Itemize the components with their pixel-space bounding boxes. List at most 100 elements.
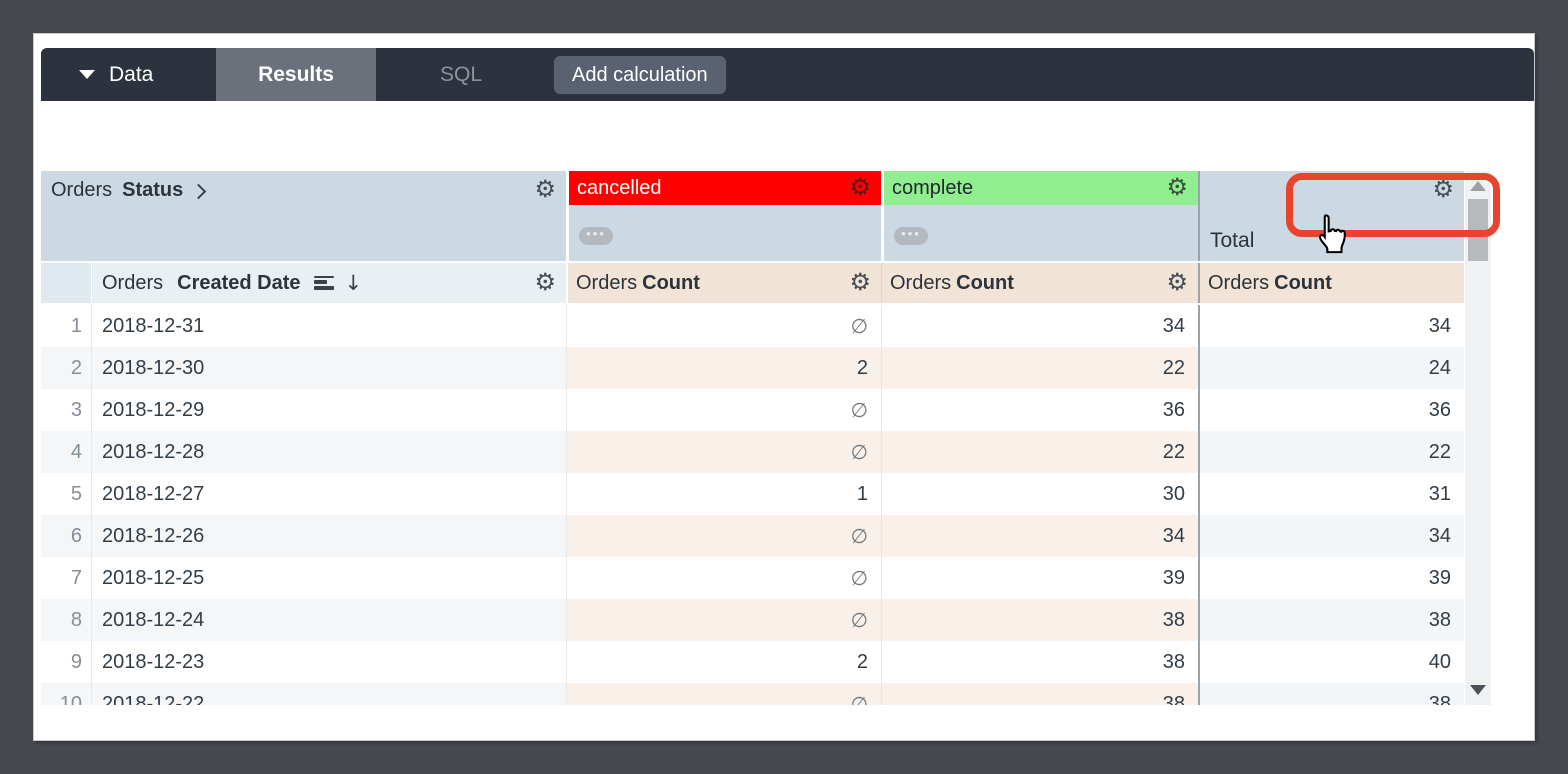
total-count-cell[interactable]: 38	[1198, 683, 1464, 705]
row-number: 4	[41, 431, 91, 473]
total-count-cell[interactable]: 36	[1198, 389, 1464, 431]
date-cell[interactable]: 2018-12-27	[91, 473, 566, 515]
row-number: 1	[70, 314, 82, 337]
complete-count-cell[interactable]: 38	[881, 641, 1198, 683]
scroll-down-icon[interactable]	[1470, 685, 1486, 695]
total-label: Total	[1210, 229, 1255, 252]
pivot-total-header: ⚙ Total	[1198, 171, 1464, 261]
gear-icon[interactable]: ⚙	[849, 268, 871, 296]
measure-header-cancelled[interactable]: Orders Count ⚙	[566, 263, 881, 303]
date-cell[interactable]: 2018-12-26	[91, 515, 566, 557]
pivot-value-cancelled: cancelled ⚙ •••	[566, 171, 881, 261]
table-row: 7 2018-12-25 ∅ 39 39	[41, 557, 1464, 599]
gear-icon[interactable]: ⚙	[849, 173, 871, 201]
date-cell[interactable]: 2018-12-31	[91, 305, 566, 347]
column-field-name: Count	[956, 271, 1014, 294]
date-cell[interactable]: 2018-12-22	[91, 683, 566, 705]
date-cell[interactable]: 2018-12-25	[91, 557, 566, 599]
total-count-cell[interactable]: 31	[1198, 473, 1464, 515]
complete-count-cell[interactable]: 39	[881, 557, 1198, 599]
gear-icon[interactable]: ⚙	[1166, 173, 1188, 201]
complete-count-cell[interactable]: 36	[881, 389, 1198, 431]
gear-icon[interactable]: ⚙	[534, 175, 556, 203]
data-section-toggle[interactable]: Data	[41, 48, 216, 101]
complete-count-cell[interactable]: 38	[881, 683, 1198, 705]
table-row: 5 2018-12-27 1 30 31	[41, 473, 1464, 515]
data-tab-label: Data	[109, 62, 154, 86]
cancelled-count-cell[interactable]: 1	[566, 473, 881, 515]
date-cell[interactable]: 2018-12-30	[91, 347, 566, 389]
cancelled-count-cell[interactable]: ∅	[566, 305, 881, 347]
complete-count-cell[interactable]: 34	[881, 305, 1198, 347]
row-number: 10	[41, 683, 91, 705]
total-count-cell[interactable]: 34	[1198, 305, 1464, 347]
cancelled-count-cell[interactable]: ∅	[566, 557, 881, 599]
results-panel: Data Results SQL Add calculation Row Lim…	[33, 33, 1535, 741]
results-tab-label: Results	[258, 62, 334, 86]
date-cell[interactable]: 2018-12-24	[91, 599, 566, 641]
pivot-value-bar-complete[interactable]: complete ⚙	[884, 171, 1198, 205]
results-table: Orders Status ⚙ cancelled ⚙ ••• complete	[41, 171, 1464, 705]
column-view-name: Orders	[1208, 271, 1270, 294]
table-row: 1 2018-12-31 ∅ 34 34	[41, 305, 1464, 347]
date-cell[interactable]: 2018-12-23	[91, 641, 566, 683]
pivot-dimension-header[interactable]: Orders Status ⚙	[41, 171, 566, 261]
cancelled-count-cell[interactable]: 2	[566, 347, 881, 389]
total-count-cell[interactable]: 24	[1198, 347, 1464, 389]
cancelled-count-cell[interactable]: ∅	[566, 683, 881, 705]
add-calculation-button[interactable]: Add calculation	[554, 56, 726, 94]
total-count-cell[interactable]: 22	[1198, 431, 1464, 473]
pivot-expand-pill[interactable]: •••	[579, 227, 613, 245]
pivot-expand-pill[interactable]: •••	[894, 227, 928, 245]
cancelled-count-cell[interactable]: ∅	[566, 599, 881, 641]
row-number-header	[41, 263, 91, 303]
date-cell[interactable]: 2018-12-29	[91, 389, 566, 431]
complete-count-cell[interactable]: 30	[881, 473, 1198, 515]
measure-header-total[interactable]: Orders Count	[1198, 263, 1464, 303]
gear-icon[interactable]: ⚙	[534, 268, 556, 296]
complete-count-cell[interactable]: 22	[881, 347, 1198, 389]
ellipsis-icon: •••	[586, 226, 606, 241]
gear-icon[interactable]: ⚙	[1432, 175, 1454, 203]
pivot-dimension-label: Orders Status	[51, 179, 207, 202]
pivot-value-label: cancelled	[577, 176, 662, 199]
table-row: 8 2018-12-24 ∅ 38 38	[41, 599, 1464, 641]
row-number: 7	[70, 566, 82, 589]
tab-results[interactable]: Results	[216, 48, 376, 101]
measure-header-complete[interactable]: Orders Count ⚙	[881, 263, 1198, 303]
vertical-scrollbar[interactable]	[1465, 171, 1491, 705]
date-column-header[interactable]: Orders Created Date ↓ ⚙	[91, 263, 566, 303]
tab-sql[interactable]: SQL	[396, 48, 526, 101]
pivot-value-bar-cancelled[interactable]: cancelled ⚙	[569, 171, 881, 205]
sql-tab-label: SQL	[439, 62, 483, 86]
scroll-up-icon[interactable]	[1470, 181, 1486, 191]
collapse-triangle-icon	[79, 70, 95, 79]
column-field-name: Count	[642, 271, 700, 294]
cancelled-count-cell[interactable]: ∅	[566, 515, 881, 557]
table-row: 2 2018-12-30 2 22 24	[41, 347, 1464, 389]
row-number: 3	[70, 398, 82, 421]
complete-count-cell[interactable]: 38	[881, 599, 1198, 641]
dimension-field-name: Status	[122, 179, 184, 201]
column-field-name: Created Date	[177, 271, 301, 294]
complete-count-cell[interactable]: 22	[881, 431, 1198, 473]
total-count-cell[interactable]: 34	[1198, 515, 1464, 557]
complete-count-cell[interactable]: 34	[881, 515, 1198, 557]
cancelled-count-cell[interactable]: ∅	[566, 389, 881, 431]
explore-toolbar: Data Results SQL Add calculation	[41, 48, 1534, 101]
column-field-name: Count	[1274, 271, 1332, 294]
cancelled-count-cell[interactable]: ∅	[566, 431, 881, 473]
row-number: 9	[70, 650, 82, 673]
column-view-name: Orders	[890, 271, 952, 294]
total-count-cell[interactable]: 39	[1198, 557, 1464, 599]
cancelled-count-cell[interactable]: 2	[566, 641, 881, 683]
row-number: 2	[41, 347, 91, 389]
pivot-header-row: Orders Status ⚙ cancelled ⚙ ••• complete	[41, 171, 1464, 261]
date-cell[interactable]: 2018-12-28	[91, 431, 566, 473]
total-count-cell[interactable]: 40	[1198, 641, 1464, 683]
total-count-cell[interactable]: 38	[1198, 599, 1464, 641]
sort-desc-icon: ↓	[344, 271, 363, 295]
scrollbar-thumb[interactable]	[1468, 199, 1488, 261]
gear-icon[interactable]: ⚙	[1166, 268, 1188, 296]
table-row: 4 2018-12-28 ∅ 22 22	[41, 431, 1464, 473]
